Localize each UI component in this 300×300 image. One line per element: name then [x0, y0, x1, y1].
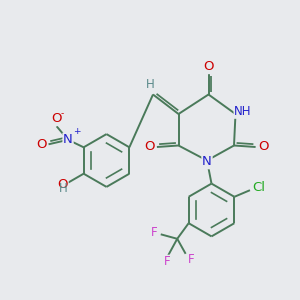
Text: N: N	[202, 155, 212, 169]
Text: O: O	[144, 140, 155, 154]
Text: +: +	[73, 128, 81, 136]
Text: H: H	[58, 182, 67, 195]
Text: -: -	[61, 109, 64, 118]
Text: O: O	[203, 60, 214, 74]
Text: N: N	[63, 133, 73, 146]
Text: O: O	[258, 140, 268, 154]
Text: F: F	[151, 226, 158, 239]
Text: O: O	[57, 178, 68, 191]
Text: O: O	[51, 112, 61, 125]
Text: NH: NH	[234, 105, 252, 118]
Text: F: F	[188, 253, 194, 266]
Text: F: F	[164, 255, 170, 268]
Text: O: O	[36, 138, 46, 151]
Text: Cl: Cl	[252, 181, 265, 194]
Text: H: H	[146, 78, 155, 92]
